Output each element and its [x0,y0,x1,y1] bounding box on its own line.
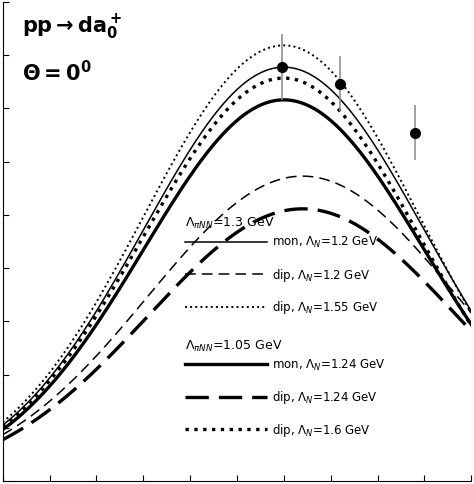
Text: dip, $\Lambda_N$=1.6 GeV: dip, $\Lambda_N$=1.6 GeV [272,421,371,438]
Text: $\Lambda_{\pi NN}$=1.3 GeV: $\Lambda_{\pi NN}$=1.3 GeV [185,216,275,231]
Text: $\mathbf{pp{\rightarrow}da_0^+}$: $\mathbf{pp{\rightarrow}da_0^+}$ [21,12,122,42]
Text: dip, $\Lambda_N$=1.24 GeV: dip, $\Lambda_N$=1.24 GeV [272,389,378,406]
Text: $\Lambda_{\pi NN}$=1.05 GeV: $\Lambda_{\pi NN}$=1.05 GeV [185,338,283,353]
Text: $\mathbf{\Theta{=}0^0}$: $\mathbf{\Theta{=}0^0}$ [21,60,91,85]
Text: dip, $\Lambda_N$=1.55 GeV: dip, $\Lambda_N$=1.55 GeV [272,299,378,316]
Text: mon, $\Lambda_N$=1.24 GeV: mon, $\Lambda_N$=1.24 GeV [272,357,386,372]
Text: dip, $\Lambda_N$=1.2 GeV: dip, $\Lambda_N$=1.2 GeV [272,266,370,283]
Text: mon, $\Lambda_N$=1.2 GeV: mon, $\Lambda_N$=1.2 GeV [272,234,378,250]
